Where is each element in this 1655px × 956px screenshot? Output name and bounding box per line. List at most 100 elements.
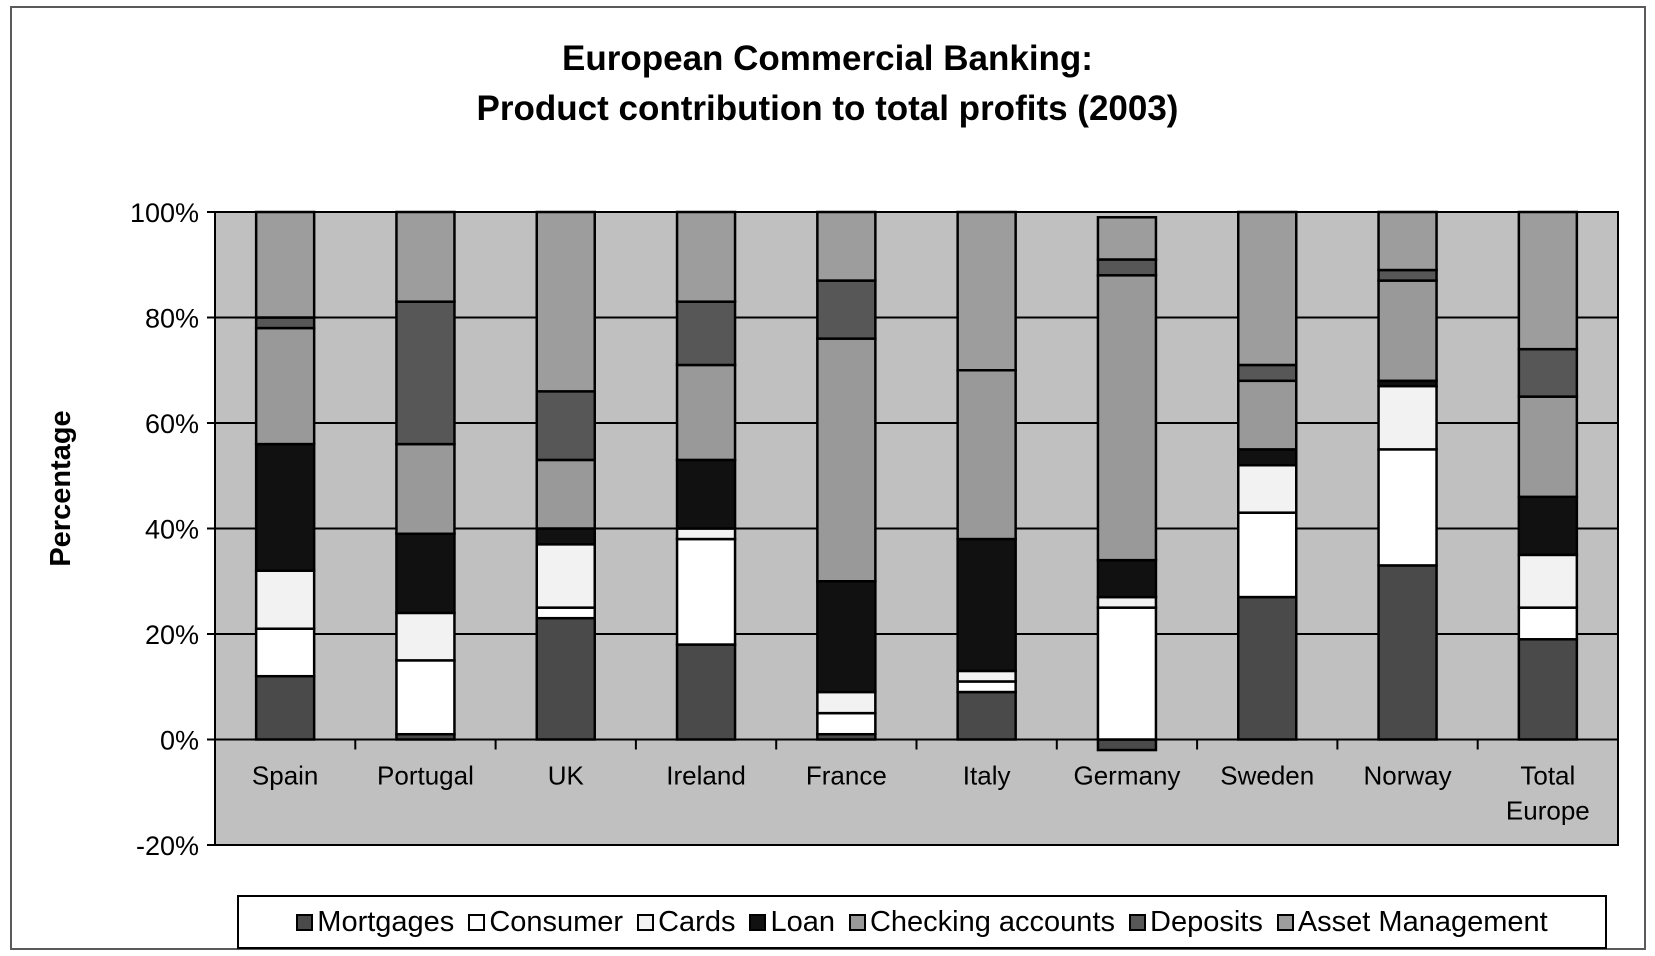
bar-segment-cards [956, 669, 1017, 683]
legend-swatch [468, 913, 486, 931]
bar-segment-loan [1517, 495, 1579, 557]
legend-item: Consumer [468, 906, 623, 939]
chart-subtitle: Product contribution to total profits (2… [476, 89, 1179, 128]
legend-label: Deposits [1150, 905, 1263, 938]
bar-segment-mortgages [956, 690, 1017, 741]
y-tick-label: 60% [145, 409, 199, 439]
bar-segment-loan [535, 527, 596, 546]
bar-segment-asset-management [816, 210, 877, 282]
x-tick-label: UK [548, 761, 585, 791]
y-tick-label: 20% [145, 620, 199, 650]
bar-segment-checking-accounts [816, 337, 877, 583]
bar-segment-consumer [395, 659, 456, 736]
bar-segment-loan [816, 580, 877, 694]
x-tick-label: Germany [1073, 761, 1180, 791]
bar-segment-cards [675, 527, 737, 541]
x-tick-label: Italy [963, 761, 1011, 791]
bar-segment-checking-accounts [1377, 279, 1438, 383]
bar-segment-asset-management [675, 210, 737, 303]
x-tick-label: Ireland [666, 761, 746, 791]
y-tick-label: 40% [145, 515, 199, 545]
legend-item: Deposits [1129, 906, 1263, 939]
bar-segment-loan [254, 442, 316, 572]
bar-segment-deposits [1096, 258, 1158, 277]
bar-segment-asset-management [956, 210, 1017, 372]
legend-item: Cards [637, 906, 735, 939]
legend-swatch [296, 913, 314, 931]
y-tick-label: 100% [130, 198, 199, 228]
bar-segment-loan [956, 537, 1017, 673]
bar-segment-consumer [1237, 511, 1298, 599]
chart-legend: Mortgages Consumer Cards Loan Checking accou… [237, 895, 1607, 949]
bar-segment-loan [1096, 558, 1158, 599]
x-tick-label: Total [1520, 761, 1575, 791]
bar-segment-mortgages [1237, 595, 1298, 741]
bar-segment-mortgages [1096, 738, 1158, 752]
x-tick-label: Norway [1363, 761, 1451, 791]
x-tick-label: Spain [252, 761, 319, 791]
bar-segment-cards [1517, 553, 1579, 609]
bar-segment-checking-accounts [395, 442, 456, 536]
bar-segment-mortgages [1377, 564, 1438, 741]
bar-segment-mortgages [535, 616, 596, 741]
bar-segment-checking-accounts [1096, 274, 1158, 562]
y-tick-label: -20% [136, 831, 199, 861]
bar-segment-checking-accounts [675, 363, 737, 462]
legend-label: Loan [770, 905, 835, 938]
legend-item: Asset Management [1276, 905, 1548, 939]
bar-segment-cards [1377, 384, 1438, 451]
x-tick-label: France [806, 761, 887, 791]
x-tick-label: Sweden [1220, 761, 1314, 791]
legend-item: Loan [749, 906, 835, 939]
chart-title-block: European Commercial Banking: Product con… [0, 34, 1655, 134]
legend-label: Mortgages [317, 905, 455, 938]
y-tick-label: 80% [145, 304, 199, 334]
bar-segment-mortgages [675, 643, 737, 741]
legend-item: Mortgages [296, 906, 454, 939]
bar-segment-consumer [816, 711, 877, 736]
bar-segment-consumer [956, 680, 1017, 694]
bar-segment-consumer [675, 537, 737, 646]
bar-segment-deposits [1517, 347, 1579, 398]
bar-segment-asset-management [1377, 210, 1438, 272]
legend-label: Asset Management [1297, 905, 1548, 938]
x-tick-label: Portugal [377, 761, 474, 791]
bar-segment-asset-management [1237, 210, 1298, 367]
bar-segment-cards [1237, 463, 1298, 514]
bar-segment-deposits [816, 279, 877, 340]
chart-title: European Commercial Banking: [562, 39, 1093, 78]
bar-segment-checking-accounts [535, 458, 596, 530]
legend-swatch [1129, 913, 1146, 931]
bar-segment-checking-accounts [1517, 395, 1579, 499]
legend-swatch [637, 913, 655, 931]
bar-segment-consumer [254, 627, 316, 678]
bar-segment-asset-management [254, 210, 316, 319]
bar-segment-loan [1237, 448, 1298, 467]
bar-segment-cards [254, 569, 316, 630]
bar-segment-asset-management [1517, 210, 1579, 351]
bar-segment-cards [816, 690, 877, 715]
y-tick-label: 0% [160, 726, 199, 756]
legend-swatch [749, 913, 767, 931]
bar-segment-deposits [535, 390, 596, 462]
bar-segment-deposits [675, 300, 737, 367]
bar-segment-loan [395, 532, 456, 615]
bar-segment-mortgages [254, 674, 316, 741]
legend-swatch [848, 913, 866, 931]
bar-segment-asset-management [1096, 216, 1158, 261]
bar-segment-checking-accounts [956, 369, 1017, 541]
legend-label: Cards [658, 905, 736, 938]
bar-segment-deposits [395, 300, 456, 446]
bar-segment-deposits [1237, 363, 1298, 383]
bar-segment-deposits [1377, 268, 1438, 282]
bar-segment-checking-accounts [1237, 379, 1298, 451]
legend-swatch [1276, 913, 1294, 931]
x-tick-label-line2: Europe [1506, 796, 1590, 826]
bar-segment-mortgages [1517, 638, 1579, 741]
bar-segment-asset-management [395, 210, 456, 303]
legend-item: Checking accounts [848, 906, 1115, 939]
legend-label: Consumer [489, 905, 624, 938]
bar-segment-deposits [254, 316, 316, 330]
bar-segment-consumer [1377, 448, 1438, 567]
